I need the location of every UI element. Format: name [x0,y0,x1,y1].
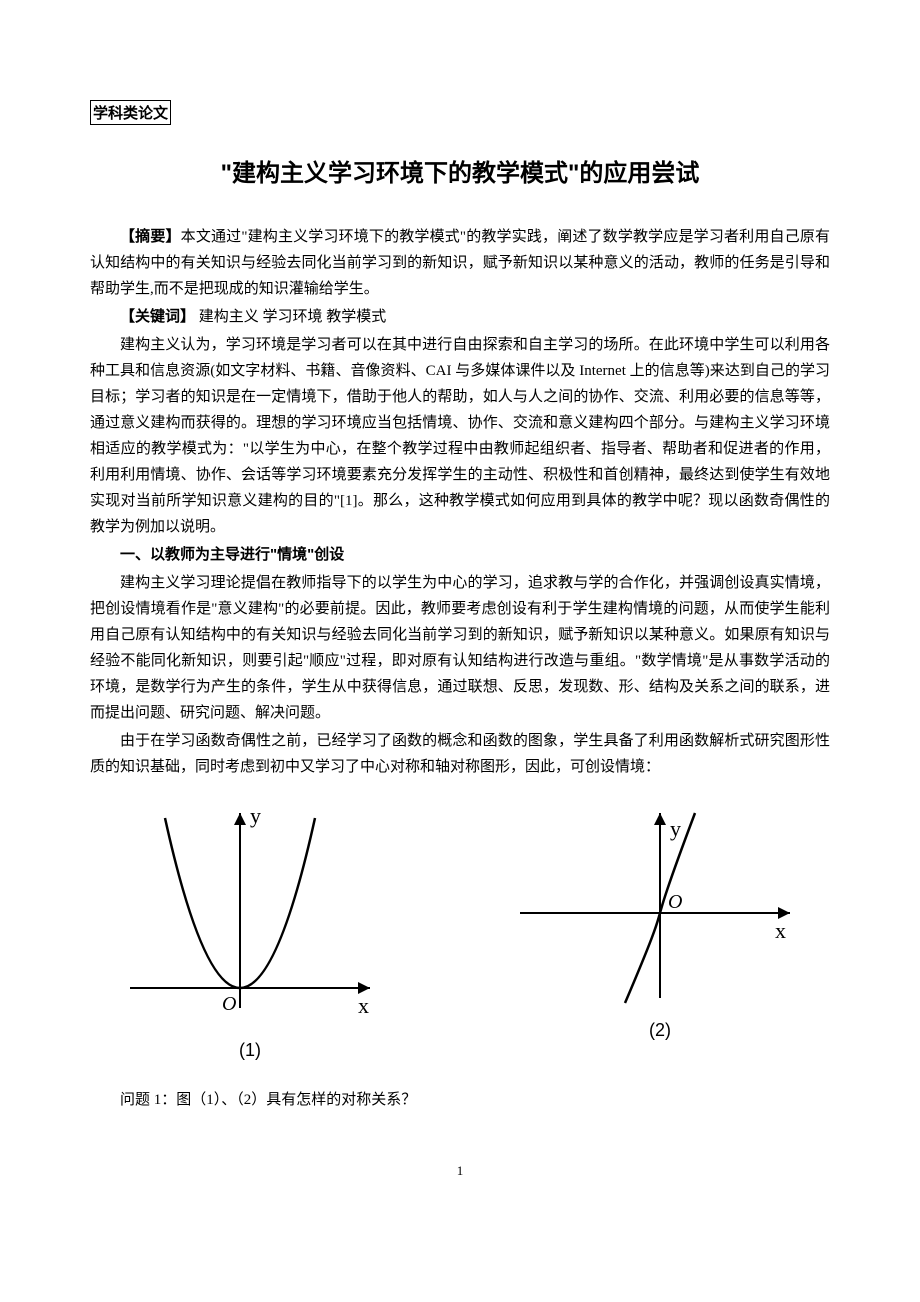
origin-label: O [668,891,682,913]
body-paragraph-1: 建构主义认为，学习环境是学习者可以在其中进行自由探索和自主学习的场所。在此环境中… [90,332,830,540]
abstract-label: 【摘要】 [120,229,181,245]
keywords-text: 建构主义 学习环境 教学模式 [195,309,386,325]
abstract-text: 本文通过"建构主义学习环境下的教学模式"的教学实践，阐述了数学教学应是学习者利用… [90,229,830,297]
y-label: y [250,803,261,828]
page-container: 学科类论文 "建构主义学习环境下的教学模式"的应用尝试 【摘要】本文通过"建构主… [0,0,920,1239]
body-paragraph-3: 由于在学习函数奇偶性之前，已经学习了函数的概念和函数的图象，学生具备了利用函数解… [90,728,830,780]
figures-row: y x O (1) y x O (2) [90,798,830,1061]
category-label: 学科类论文 [90,100,171,125]
keywords-paragraph: 【关键词】 建构主义 学习环境 教学模式 [90,304,830,330]
section-1-heading: 一、以教师为主导进行"情境"创设 [90,542,830,568]
figure-2-block: y x O (2) [510,798,810,1061]
figure-1-block: y x O (1) [110,798,390,1061]
body-paragraph-2: 建构主义学习理论提倡在教师指导下的以学生为中心的学习，追求教与学的合作化，并强调… [90,570,830,726]
figure-2-caption: (2) [649,1020,671,1041]
figure-2-svg: y x O [510,798,810,1008]
x-label: x [775,918,786,943]
origin-label: O [222,993,236,1015]
question-1: 问题 1：图（1）、（2）具有怎样的对称关系？ [90,1087,830,1113]
paper-title: "建构主义学习环境下的教学模式"的应用尝试 [90,153,830,188]
x-label: x [358,993,369,1018]
figure-1-caption: (1) [239,1040,261,1061]
keywords-label: 【关键词】 [120,309,195,325]
abstract-paragraph: 【摘要】本文通过"建构主义学习环境下的教学模式"的教学实践，阐述了数学教学应是学… [90,224,830,302]
page-number: 1 [90,1163,830,1179]
y-axis-arrow-icon [654,813,666,825]
y-axis-arrow-icon [234,813,246,825]
y-label: y [670,816,681,841]
figure-1-svg: y x O [110,798,390,1028]
